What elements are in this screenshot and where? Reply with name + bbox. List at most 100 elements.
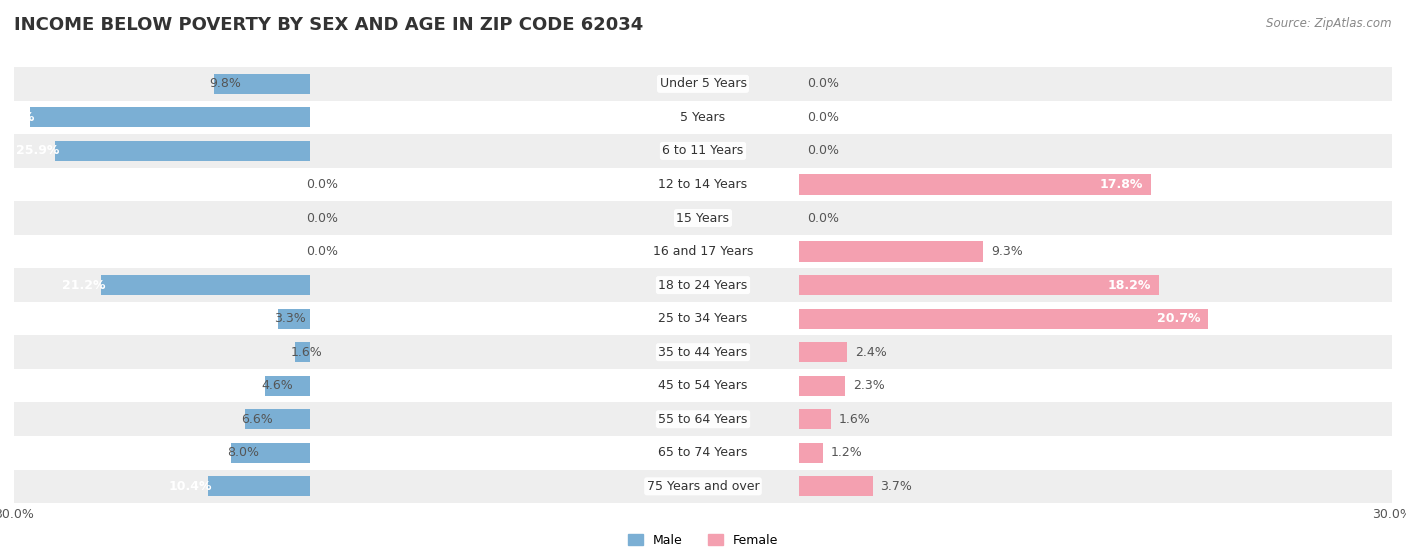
Bar — [800, 241, 983, 262]
Bar — [0, 436, 1406, 470]
Text: 1.6%: 1.6% — [291, 345, 322, 359]
Text: 18.2%: 18.2% — [1108, 278, 1152, 292]
Bar — [0, 235, 1406, 268]
Bar — [0, 470, 1406, 503]
Text: 18 to 24 Years: 18 to 24 Years — [658, 278, 748, 292]
Bar — [0, 201, 1406, 235]
Text: 0.0%: 0.0% — [307, 178, 339, 191]
Text: 4.6%: 4.6% — [262, 379, 292, 392]
Text: 0.0%: 0.0% — [807, 211, 839, 225]
Text: Source: ZipAtlas.com: Source: ZipAtlas.com — [1267, 17, 1392, 30]
Text: 15 Years: 15 Years — [676, 211, 730, 225]
Text: 16 and 17 Years: 16 and 17 Years — [652, 245, 754, 258]
Bar — [0, 402, 1406, 436]
Text: 35 to 44 Years: 35 to 44 Years — [658, 345, 748, 359]
Text: 0.0%: 0.0% — [307, 245, 339, 258]
Bar — [0, 369, 1406, 402]
Bar — [0, 335, 1406, 369]
Text: 10.4%: 10.4% — [169, 480, 212, 493]
Bar — [800, 309, 1208, 329]
Bar — [0, 302, 1406, 335]
Text: 8.0%: 8.0% — [228, 446, 259, 459]
Bar — [0, 369, 1406, 402]
Bar — [0, 268, 1406, 302]
Bar — [214, 74, 311, 94]
Bar — [0, 402, 1406, 436]
Bar — [800, 476, 873, 496]
Bar — [0, 302, 1406, 335]
Text: 1.6%: 1.6% — [839, 413, 870, 426]
Bar — [0, 134, 1406, 168]
Text: 45 to 54 Years: 45 to 54 Years — [658, 379, 748, 392]
Bar — [800, 342, 846, 362]
Bar — [0, 67, 1406, 101]
Bar — [0, 201, 1406, 235]
Bar — [0, 302, 1406, 335]
Bar — [245, 409, 311, 429]
Text: 0.0%: 0.0% — [807, 144, 839, 158]
Text: 12 to 14 Years: 12 to 14 Years — [658, 178, 748, 191]
Text: 5 Years: 5 Years — [681, 111, 725, 124]
Bar — [264, 376, 311, 396]
Text: 6.6%: 6.6% — [242, 413, 273, 426]
Bar — [55, 141, 311, 161]
Text: 17.8%: 17.8% — [1099, 178, 1143, 191]
Text: INCOME BELOW POVERTY BY SEX AND AGE IN ZIP CODE 62034: INCOME BELOW POVERTY BY SEX AND AGE IN Z… — [14, 16, 644, 34]
Bar — [800, 174, 1152, 195]
Bar — [294, 342, 311, 362]
Text: 28.4%: 28.4% — [0, 111, 35, 124]
Bar — [0, 168, 1406, 201]
Bar — [0, 402, 1406, 436]
Bar — [800, 443, 823, 463]
Bar — [0, 67, 1406, 101]
Bar — [0, 268, 1406, 302]
Text: 9.3%: 9.3% — [991, 245, 1022, 258]
Text: 9.8%: 9.8% — [209, 77, 242, 91]
Bar — [0, 101, 1406, 134]
Bar — [0, 470, 1406, 503]
Text: 0.0%: 0.0% — [807, 77, 839, 91]
Bar — [0, 470, 1406, 503]
Text: 25.9%: 25.9% — [15, 144, 59, 158]
Text: Under 5 Years: Under 5 Years — [659, 77, 747, 91]
Bar — [800, 409, 831, 429]
Bar — [0, 369, 1406, 402]
Text: 25 to 34 Years: 25 to 34 Years — [658, 312, 748, 325]
Bar — [800, 275, 1159, 295]
Bar — [0, 201, 1406, 235]
Bar — [101, 275, 311, 295]
Text: 0.0%: 0.0% — [807, 111, 839, 124]
Bar — [0, 335, 1406, 369]
Text: 3.7%: 3.7% — [880, 480, 912, 493]
Text: 20.7%: 20.7% — [1157, 312, 1201, 325]
Bar — [800, 376, 845, 396]
Text: 75 Years and over: 75 Years and over — [647, 480, 759, 493]
Bar — [0, 101, 1406, 134]
Text: 55 to 64 Years: 55 to 64 Years — [658, 413, 748, 426]
Bar — [0, 335, 1406, 369]
Text: 2.3%: 2.3% — [853, 379, 884, 392]
Legend: Male, Female: Male, Female — [628, 534, 778, 547]
Bar — [0, 134, 1406, 168]
Bar — [208, 476, 311, 496]
Bar — [0, 235, 1406, 268]
Bar — [0, 168, 1406, 201]
Text: 6 to 11 Years: 6 to 11 Years — [662, 144, 744, 158]
Text: 2.4%: 2.4% — [855, 345, 887, 359]
Bar — [0, 436, 1406, 470]
Bar — [0, 436, 1406, 470]
Bar — [0, 134, 1406, 168]
Bar — [0, 67, 1406, 101]
Text: 1.2%: 1.2% — [831, 446, 863, 459]
Bar — [278, 309, 311, 329]
Text: 3.3%: 3.3% — [274, 312, 305, 325]
Bar — [0, 168, 1406, 201]
Bar — [232, 443, 311, 463]
Bar — [0, 101, 1406, 134]
Bar — [0, 268, 1406, 302]
Text: 0.0%: 0.0% — [307, 211, 339, 225]
Text: 65 to 74 Years: 65 to 74 Years — [658, 446, 748, 459]
Text: 21.2%: 21.2% — [62, 278, 105, 292]
Bar — [0, 235, 1406, 268]
Bar — [30, 107, 311, 127]
